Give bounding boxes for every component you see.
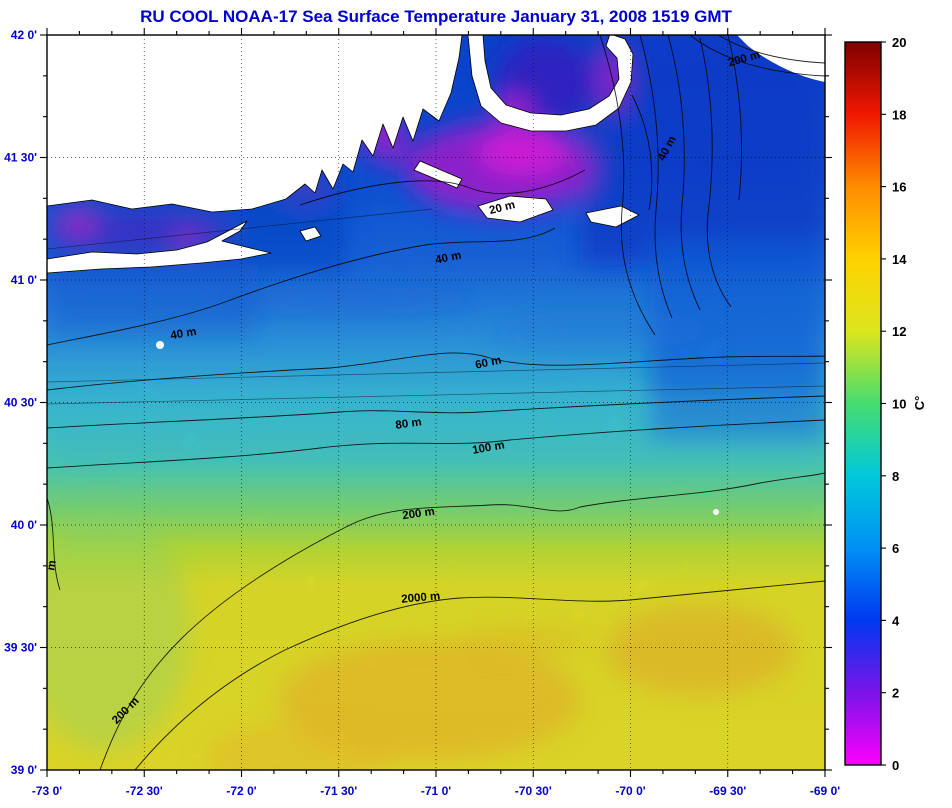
contour-label: 100 m (471, 439, 505, 456)
x-axis-tick-label: -70 30' (515, 784, 552, 798)
bathymetry-contour-200m-northeast (717, 35, 825, 64)
cloud-mask-topright (737, 35, 825, 82)
colorbar-tick-label: 8 (892, 469, 899, 484)
sst-field: 200 m 40 m 20 m 40 m 40 m 60 m 80 m 100 … (45, 35, 825, 770)
y-axis-tick-label: 39 30' (4, 641, 37, 655)
x-axis-tick-label: -72 30' (126, 784, 163, 798)
x-axis-tick-label: -71 30' (320, 784, 357, 798)
bathymetry-contour-cluster (667, 35, 701, 311)
x-axis-tick-label: -71 0' (421, 784, 451, 798)
bathymetry-contour-60m (47, 352, 825, 391)
map-title: RU COOL NOAA-17 Sea Surface Temperature … (140, 7, 732, 26)
land-island-small (299, 226, 322, 242)
x-axis-tick-label: -69 30' (709, 784, 746, 798)
land-island-chain (413, 160, 463, 189)
land-long-island (47, 220, 272, 274)
bathymetry-contour-cluster (631, 94, 653, 211)
colorbar-tick-label: 14 (892, 252, 907, 267)
axis-label-layer: -73 0' -72 30' -72 0' -71 30' -71 0' -70 30' -… (4, 28, 840, 798)
bathymetry-contour-200m (99, 472, 825, 770)
grid-layer (47, 35, 825, 770)
bathymetry-contour-40m-east (599, 35, 656, 336)
colorbar-tick-label: 20 (892, 35, 906, 50)
bathymetry-contour-2000m (134, 580, 825, 770)
bathymetry-contour-80m (47, 395, 825, 429)
bathymetry-contour-40m (47, 227, 556, 346)
colorbar-tick-label: 12 (892, 324, 906, 339)
bathymetry-contours (47, 35, 825, 770)
land-cape-cod (467, 35, 634, 132)
colorbar-tick-label: 0 (892, 758, 899, 773)
y-axis-tick-label: 40 30' (4, 396, 37, 410)
contour-label: 40 m (434, 249, 462, 266)
land-island-large (477, 195, 554, 223)
x-axis-tick-label: -73 0' (32, 784, 62, 798)
bathymetry-contour-200m-northeast (689, 35, 825, 77)
colorbar-unit-label: C° (912, 396, 927, 411)
bathymetry-contour-cluster (639, 35, 673, 319)
colorbar-tick-label: 18 (892, 107, 906, 122)
bathymetry-contour-20m (299, 169, 586, 206)
colorbar-tick-label: 10 (892, 397, 906, 412)
bathymetry-contour-100m (47, 419, 825, 469)
contour-label: 40 m (170, 326, 198, 342)
y-axis-tick-label: 40 0' (11, 518, 37, 532)
colorbar-tick-label: 16 (892, 180, 906, 195)
cloud-speck (156, 341, 164, 349)
cloud-speck (713, 509, 719, 515)
bathymetry-contour-cluster (699, 37, 732, 308)
colorbar-tick-label: 6 (892, 541, 899, 556)
x-axis-tick-label: -72 0' (226, 784, 256, 798)
y-axis-tick-label: 41 30' (4, 151, 37, 165)
colorbar-gradient (845, 42, 881, 765)
contour-label: 80 m (395, 416, 423, 432)
colorbar-tick-label: 4 (892, 613, 900, 628)
plot-area: 200 m 40 m 20 m 40 m 40 m 60 m 80 m 100 … (4, 28, 840, 798)
bathymetry-contour-cluster (727, 35, 742, 201)
axis-tick-layer (40, 28, 832, 777)
contour-label: 2000 m (401, 590, 441, 605)
y-axis-tick-label: 41 0' (11, 273, 37, 287)
land-layer (47, 35, 640, 274)
land-island-east (585, 205, 640, 228)
bathymetry-contour-west-edge (47, 497, 61, 591)
y-axis-tick-label: 39 0' (11, 763, 37, 777)
x-axis-tick-label: -69 0' (810, 784, 840, 798)
x-axis-tick-label: -70 0' (615, 784, 645, 798)
y-axis-tick-label: 42 0' (11, 28, 37, 42)
contour-label: m (45, 559, 59, 571)
colorbar-tick-label: 2 (892, 686, 899, 701)
contour-label: 200 m (402, 506, 436, 522)
contour-label: 60 m (474, 354, 502, 371)
